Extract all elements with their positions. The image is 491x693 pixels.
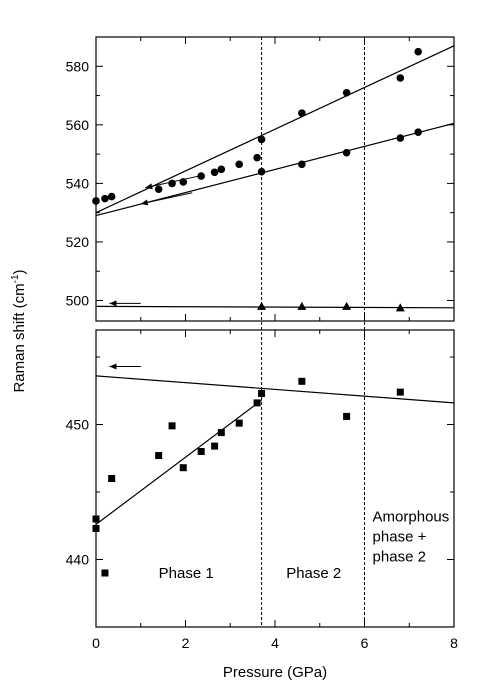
y-axis-label-superscript: -1 <box>10 274 21 283</box>
arrow-head <box>140 199 149 206</box>
phase-boundary-lines <box>261 37 365 627</box>
data-point-triangle <box>342 301 352 310</box>
data-point-circle <box>253 153 261 162</box>
y-tick-label: 540 <box>66 175 90 191</box>
data-point-square <box>92 524 100 532</box>
y-tick-label: 560 <box>66 117 90 133</box>
phase-annotation-line: Phase 1 <box>159 565 214 582</box>
data-point-square <box>217 429 225 437</box>
fit-line <box>95 305 455 309</box>
data-point-circle <box>414 128 423 136</box>
y-axis-label-close: ) <box>11 269 28 274</box>
x-tick-label: 2 <box>182 635 190 651</box>
data-point-circle <box>217 165 226 174</box>
phase-annotation: Phase 2 <box>286 565 341 582</box>
fit-line <box>95 399 262 525</box>
data-point-triangle <box>257 301 267 310</box>
data-point-circle <box>107 192 116 201</box>
x-tick-label: 4 <box>271 635 279 651</box>
data-point-circle <box>342 148 351 157</box>
data-point-square <box>155 452 163 460</box>
data-point-circle <box>101 194 109 203</box>
data-point-circle <box>210 168 219 177</box>
bottom-y-ticks: 440 450 <box>66 356 454 628</box>
direction-arrow <box>140 192 193 205</box>
y-tick-label: 450 <box>66 417 90 433</box>
phase-annotation-line: phase + <box>373 528 427 545</box>
x-tick-label: 8 <box>450 635 458 651</box>
phase-annotation-line: Phase 2 <box>286 565 341 582</box>
data-point-square <box>298 377 306 385</box>
data-point-circle <box>414 47 423 56</box>
data-point-square <box>396 388 404 396</box>
y-tick-label: 520 <box>66 234 90 250</box>
data-point-triangle <box>395 303 405 312</box>
data-point-circle <box>154 185 163 194</box>
data-point-square <box>101 569 109 577</box>
data-point-circle <box>235 160 243 169</box>
fit-line <box>95 45 455 214</box>
arrow-head <box>145 183 153 190</box>
data-point-square <box>343 412 351 420</box>
fit-line <box>95 375 455 404</box>
arrow-head <box>109 363 117 370</box>
data-point-circle <box>179 178 188 186</box>
bottom-panel-frame <box>95 329 455 628</box>
data-point-circle <box>396 134 405 142</box>
data-point-square <box>253 399 261 407</box>
data-point-circle <box>197 172 205 180</box>
y-tick-label: 440 <box>66 552 90 568</box>
data-point-circle <box>298 160 306 169</box>
data-point-circle <box>298 109 306 117</box>
data-point-square <box>168 422 176 430</box>
bottom-panel: 440 450 <box>66 329 455 628</box>
data-point-circle <box>92 197 100 205</box>
data-point-circle <box>168 179 176 188</box>
top-plot-area <box>92 45 455 312</box>
data-point-square <box>235 419 243 427</box>
phase-annotation-line: Amorphous <box>373 508 450 525</box>
y-tick-label: 580 <box>66 58 90 74</box>
data-point-square <box>108 475 116 482</box>
data-point-square <box>211 442 219 450</box>
top-panel: 500 520 540 560 580 <box>66 36 455 322</box>
data-point-square <box>179 464 187 472</box>
phase-annotation: Phase 1 <box>159 565 214 582</box>
data-point-circle <box>257 167 266 176</box>
data-point-circle <box>342 88 351 97</box>
x-axis-label: Pressure (GPa) <box>223 664 327 681</box>
phase-annotations: Phase 1 Phase 2 Amorphous phase + phase 2 <box>159 508 450 582</box>
top-y-ticks: 500 520 540 560 580 <box>66 36 454 309</box>
data-point-triangle <box>297 301 307 310</box>
phase-annotation: Amorphous phase + phase 2 <box>373 508 450 565</box>
data-point-square <box>197 448 205 455</box>
data-point-square <box>92 515 100 523</box>
x-tick-label: 6 <box>361 635 369 651</box>
arrow-head <box>109 300 117 307</box>
x-tick-label: 0 <box>92 635 100 651</box>
y-tick-label: 500 <box>66 293 90 309</box>
phase-annotation-line: phase 2 <box>373 548 426 565</box>
x-axis-ticks: 0 2 4 6 8 <box>92 37 458 651</box>
data-point-circle <box>396 74 405 82</box>
y-axis-label-text: Raman shift (cm <box>11 283 28 392</box>
y-axis-label: Raman shift (cm-1) <box>10 269 28 392</box>
